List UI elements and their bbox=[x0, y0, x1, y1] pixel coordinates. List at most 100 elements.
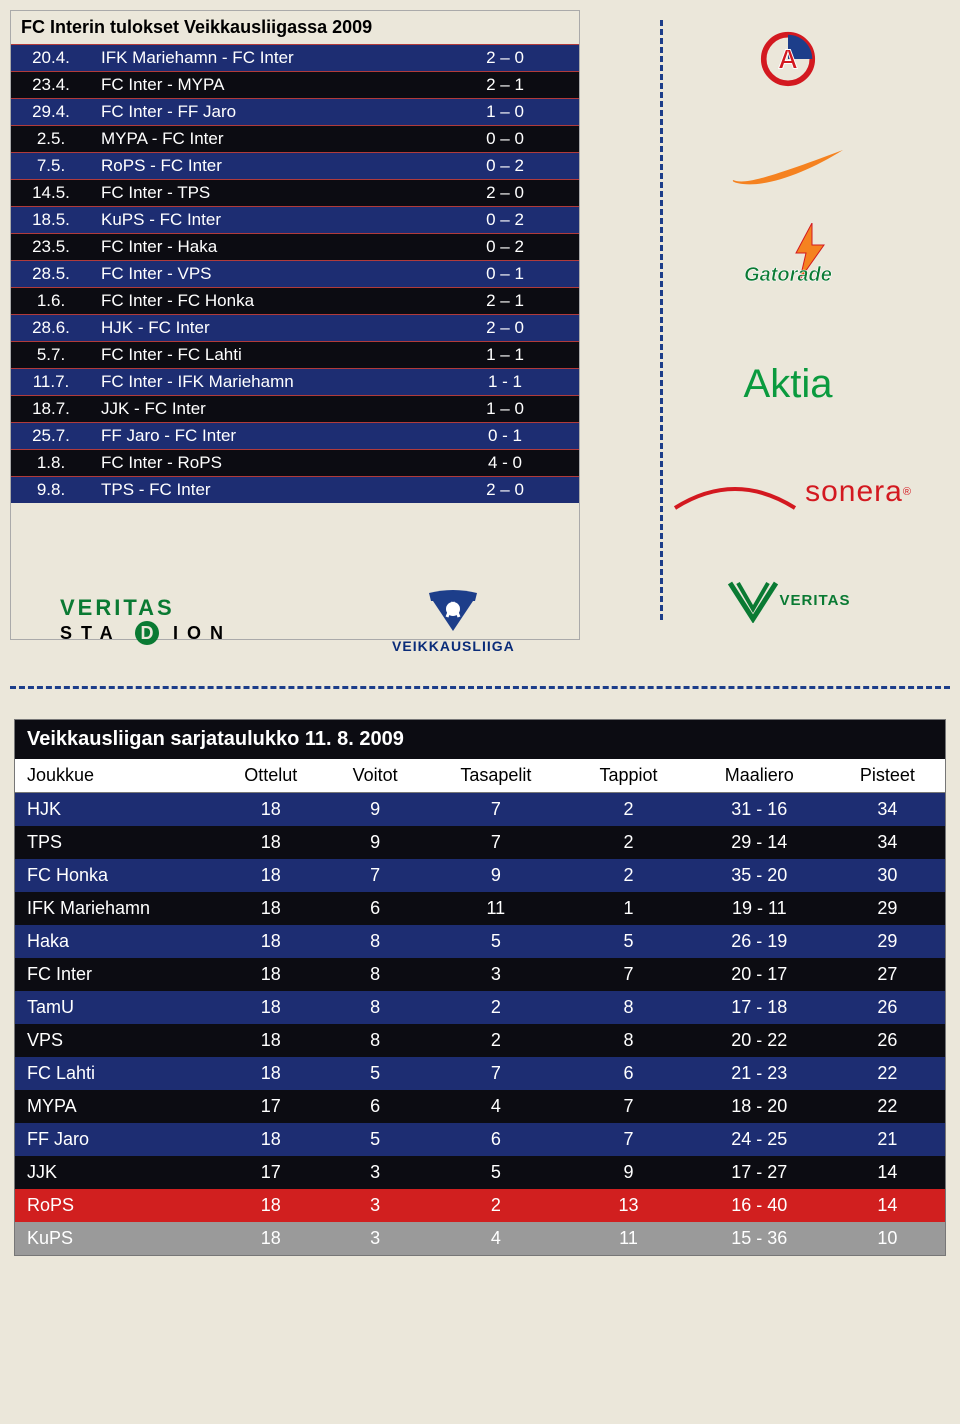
match-score: 0 - 1 bbox=[431, 423, 579, 450]
losses: 5 bbox=[568, 925, 689, 958]
standings-row: VPS1882820 - 2226 bbox=[15, 1024, 945, 1057]
sponsor-column: A Gatorade Aktia sonera® VERITAS bbox=[683, 10, 893, 640]
played: 18 bbox=[215, 859, 327, 892]
played: 18 bbox=[215, 925, 327, 958]
veritas-stadion-top: VERITAS bbox=[60, 595, 232, 621]
standings-header-cell: Pisteet bbox=[830, 759, 945, 793]
standings-row: IFK Mariehamn18611119 - 1129 bbox=[15, 892, 945, 925]
wins: 3 bbox=[327, 1156, 424, 1189]
standings-header-cell: Tasapelit bbox=[424, 759, 569, 793]
goal-diff: 21 - 23 bbox=[689, 1057, 830, 1090]
points: 14 bbox=[830, 1189, 945, 1222]
gatorade-text: Gatorade bbox=[744, 264, 832, 287]
aktia-logo: Aktia bbox=[744, 349, 833, 419]
veritas-text: VERITAS bbox=[780, 592, 851, 609]
vertical-divider bbox=[660, 20, 663, 620]
standings-row: HJK1897231 - 1634 bbox=[15, 793, 945, 827]
standings-row: FC Honka1879235 - 2030 bbox=[15, 859, 945, 892]
match-fixture: HJK - FC Inter bbox=[91, 315, 431, 342]
losses: 7 bbox=[568, 1123, 689, 1156]
horizontal-divider bbox=[10, 686, 950, 689]
match-fixture: FC Inter - FC Lahti bbox=[91, 342, 431, 369]
points: 26 bbox=[830, 1024, 945, 1057]
match-date: 5.7. bbox=[11, 342, 91, 369]
losses: 2 bbox=[568, 826, 689, 859]
draws: 3 bbox=[424, 958, 569, 991]
results-row: 11.7.FC Inter - IFK Mariehamn1 - 1 bbox=[11, 369, 579, 396]
team-name: VPS bbox=[15, 1024, 215, 1057]
losses: 2 bbox=[568, 793, 689, 827]
hifk-logo-icon: A bbox=[760, 24, 816, 94]
registered-icon: ® bbox=[903, 486, 911, 498]
standings-row: FC Inter1883720 - 1727 bbox=[15, 958, 945, 991]
losses: 8 bbox=[568, 991, 689, 1024]
match-score: 0 – 0 bbox=[431, 126, 579, 153]
wins: 5 bbox=[327, 1123, 424, 1156]
results-row: 2.5.MYPA - FC Inter0 – 0 bbox=[11, 126, 579, 153]
match-fixture: FC Inter - MYPA bbox=[91, 72, 431, 99]
standings-header-cell: Tappiot bbox=[568, 759, 689, 793]
draws: 4 bbox=[424, 1222, 569, 1255]
match-score: 1 - 1 bbox=[431, 369, 579, 396]
match-score: 0 – 1 bbox=[431, 261, 579, 288]
played: 18 bbox=[215, 1057, 327, 1090]
standings-row: TPS1897229 - 1434 bbox=[15, 826, 945, 859]
team-name: JJK bbox=[15, 1156, 215, 1189]
draws: 5 bbox=[424, 1156, 569, 1189]
results-title: FC Interin tulokset Veikkausliigassa 200… bbox=[11, 11, 579, 44]
match-score: 1 – 0 bbox=[431, 99, 579, 126]
standings-row: TamU1882817 - 1826 bbox=[15, 991, 945, 1024]
match-score: 1 – 0 bbox=[431, 396, 579, 423]
points: 22 bbox=[830, 1057, 945, 1090]
results-row: 18.5.KuPS - FC Inter0 – 2 bbox=[11, 207, 579, 234]
wins: 6 bbox=[327, 892, 424, 925]
results-row: 14.5.FC Inter - TPS2 – 0 bbox=[11, 180, 579, 207]
points: 34 bbox=[830, 826, 945, 859]
team-name: KuPS bbox=[15, 1222, 215, 1255]
veritas-stadion-bottom: STA D ION bbox=[60, 621, 232, 645]
points: 29 bbox=[830, 892, 945, 925]
match-date: 1.8. bbox=[11, 450, 91, 477]
team-name: TamU bbox=[15, 991, 215, 1024]
veikkausliiga-shield-icon bbox=[425, 587, 481, 633]
standings-row: MYPA1764718 - 2022 bbox=[15, 1090, 945, 1123]
points: 10 bbox=[830, 1222, 945, 1255]
points: 27 bbox=[830, 958, 945, 991]
match-date: 18.7. bbox=[11, 396, 91, 423]
match-score: 2 – 0 bbox=[431, 180, 579, 207]
match-score: 2 – 0 bbox=[431, 45, 579, 72]
match-fixture: FC Inter - TPS bbox=[91, 180, 431, 207]
goal-diff: 15 - 36 bbox=[689, 1222, 830, 1255]
match-date: 20.4. bbox=[11, 45, 91, 72]
standings-table-box: Veikkausliigan sarjataulukko 11. 8. 2009… bbox=[14, 719, 946, 1256]
veritas-stadion-logo: VERITAS STA D ION bbox=[60, 595, 232, 645]
results-row: 28.5.FC Inter - VPS0 – 1 bbox=[11, 261, 579, 288]
standings-row: FC Lahti1857621 - 2322 bbox=[15, 1057, 945, 1090]
losses: 2 bbox=[568, 859, 689, 892]
standings-title: Veikkausliigan sarjataulukko 11. 8. 2009 bbox=[15, 720, 945, 759]
wins: 9 bbox=[327, 793, 424, 827]
results-row: 23.5.FC Inter - Haka0 – 2 bbox=[11, 234, 579, 261]
played: 18 bbox=[215, 1024, 327, 1057]
standings-table: JoukkueOttelutVoitotTasapelitTappiotMaal… bbox=[15, 759, 945, 1255]
wins: 7 bbox=[327, 859, 424, 892]
losses: 6 bbox=[568, 1057, 689, 1090]
wins: 5 bbox=[327, 1057, 424, 1090]
losses: 1 bbox=[568, 892, 689, 925]
results-row: 1.6.FC Inter - FC Honka2 – 1 bbox=[11, 288, 579, 315]
match-date: 14.5. bbox=[11, 180, 91, 207]
played: 18 bbox=[215, 826, 327, 859]
standings-row: RoPS18321316 - 4014 bbox=[15, 1189, 945, 1222]
draws: 7 bbox=[424, 793, 569, 827]
points: 21 bbox=[830, 1123, 945, 1156]
match-fixture: FC Inter - RoPS bbox=[91, 450, 431, 477]
goal-diff: 20 - 22 bbox=[689, 1024, 830, 1057]
draws: 7 bbox=[424, 826, 569, 859]
match-date: 18.5. bbox=[11, 207, 91, 234]
results-row: 23.4.FC Inter - MYPA2 – 1 bbox=[11, 72, 579, 99]
goal-diff: 16 - 40 bbox=[689, 1189, 830, 1222]
draws: 7 bbox=[424, 1057, 569, 1090]
match-fixture: KuPS - FC Inter bbox=[91, 207, 431, 234]
gatorade-logo-icon: Gatorade bbox=[744, 241, 832, 311]
svg-text:A: A bbox=[778, 43, 798, 74]
